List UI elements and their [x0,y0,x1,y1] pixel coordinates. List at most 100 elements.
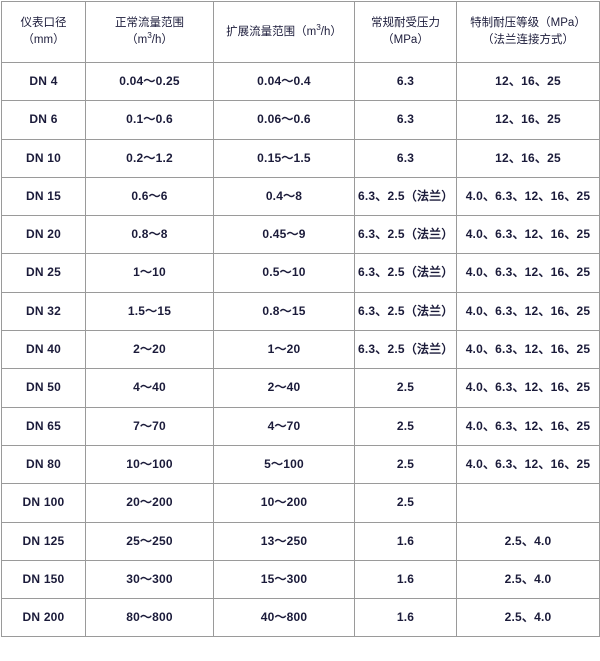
cell-meter-diameter: DN 25 [1,253,86,293]
table-row: DN 4 0.04～0.25 0.04～0.4 6.3 12、16、25 [1,61,600,102]
cell-meter-diameter: DN 150 [1,559,86,600]
cell-extended-flow-range: 4～70 [213,406,355,446]
cell-extended-flow-range: 1～20 [213,330,355,370]
table-body: DN 4 0.04～0.25 0.04～0.4 6.3 12、16、25 DN 6 0.1～… [1,61,600,638]
cell-standard-pressure: 6.3、2.5（法兰） [354,291,457,332]
cell-special-pressure-grade: 12、16、25 [456,61,600,102]
header-standard-pressure: 常规耐受压力（MPa） [354,1,457,63]
cell-special-pressure-grade: 2.5、4.0 [456,598,600,638]
cell-meter-diameter: DN 80 [1,444,86,485]
cell-standard-pressure: 6.3 [354,100,457,140]
cell-meter-diameter: DN 10 [1,138,86,178]
table-header: 仪表口径（mm） 正常流量范围（m3/h） 扩展流量范围（m3/h） 常规耐受压… [1,1,600,63]
table-row: DN 50 4～40 2～40 2.5 4.0、6.3、12、16、25 [1,368,600,408]
cell-special-pressure-grade: 4.0、6.3、12、16、25 [456,253,600,293]
normal-flow-exponent: 3 [147,31,152,41]
cell-normal-flow-range: 2～20 [85,330,214,370]
header-extended-flow-range-label: 扩展流量范围（m3/h） [217,23,351,41]
table-row: DN 15 0.6～6 0.4～8 6.3、2.5（法兰） 4.0、6.3、12、16、… [1,176,600,217]
header-normal-flow-range: 正常流量范围（m3/h） [85,1,214,63]
cell-normal-flow-range: 0.1～0.6 [85,100,214,140]
cell-meter-diameter: DN 50 [1,368,86,408]
spec-table-container: 仪表口径（mm） 正常流量范围（m3/h） 扩展流量范围（m3/h） 常规耐受压… [0,1,600,638]
cell-meter-diameter: DN 32 [1,291,86,332]
cell-extended-flow-range: 0.04～0.4 [213,61,355,102]
cell-standard-pressure: 1.6 [354,521,457,561]
cell-normal-flow-range: 4～40 [85,368,214,408]
cell-meter-diameter: DN 15 [1,176,86,217]
cell-standard-pressure: 2.5 [354,368,457,408]
cell-standard-pressure: 6.3 [354,61,457,102]
cell-special-pressure-grade: 12、16、25 [456,100,600,140]
table-row: DN 6 0.1～0.6 0.06～0.6 6.3 12、16、25 [1,100,600,140]
cell-normal-flow-range: 80～800 [85,598,214,638]
cell-extended-flow-range: 13～250 [213,521,355,561]
cell-extended-flow-range: 15～300 [213,559,355,600]
table-row: DN 40 2～20 1～20 6.3、2.5（法兰） 4.0、6.3、12、16、25 [1,330,600,370]
table-row: DN 125 25～250 13～250 1.6 2.5、4.0 [1,521,600,561]
cell-extended-flow-range: 2～40 [213,368,355,408]
cell-extended-flow-range: 0.06～0.6 [213,100,355,140]
cell-standard-pressure: 6.3、2.5（法兰） [354,253,457,293]
cell-standard-pressure: 1.6 [354,559,457,600]
cell-normal-flow-range: 10～100 [85,444,214,485]
cell-extended-flow-range: 40～800 [213,598,355,638]
footer-clipped-text [0,637,600,645]
cell-meter-diameter: DN 6 [1,100,86,140]
cell-extended-flow-range: 10～200 [213,483,355,523]
cell-normal-flow-range: 0.04～0.25 [85,61,214,102]
cell-extended-flow-range: 0.4～8 [213,176,355,217]
table-row: DN 20 0.8～8 0.45～9 6.3、2.5（法兰） 4.0、6.3、12、16… [1,215,600,255]
cell-normal-flow-range: 30～300 [85,559,214,600]
table-row: DN 25 1～10 0.5～10 6.3、2.5（法兰） 4.0、6.3、12、16、… [1,253,600,293]
cell-special-pressure-grade: 4.0、6.3、12、16、25 [456,176,600,217]
cell-standard-pressure: 6.3、2.5（法兰） [354,330,457,370]
cell-normal-flow-range: 25～250 [85,521,214,561]
table-row: DN 80 10～100 5～100 2.5 4.0、6.3、12、16、25 [1,444,600,485]
table-row: DN 200 80～800 40～800 1.6 2.5、4.0 [1,598,600,638]
cell-special-pressure-grade: 4.0、6.3、12、16、25 [456,368,600,408]
cell-meter-diameter: DN 40 [1,330,86,370]
header-special-pressure-grade: 特制耐压等级（MPa）（法兰连接方式） [456,1,600,63]
cell-normal-flow-range: 0.6～6 [85,176,214,217]
cell-standard-pressure: 2.5 [354,406,457,446]
header-normal-flow-range-label: 正常流量范围（m3/h） [89,15,210,48]
cell-normal-flow-range: 1.5～15 [85,291,214,332]
cell-special-pressure-grade: 4.0、6.3、12、16、25 [456,215,600,255]
cell-meter-diameter: DN 100 [1,483,86,523]
header-meter-diameter-label: 仪表口径（mm） [20,17,67,46]
cell-standard-pressure: 6.3、2.5（法兰） [354,215,457,255]
table-row: DN 65 7～70 4～70 2.5 4.0、6.3、12、16、25 [1,406,600,446]
table-row: DN 10 0.2～1.2 0.15～1.5 6.3 12、16、25 [1,138,600,178]
cell-extended-flow-range: 0.15～1.5 [213,138,355,178]
header-meter-diameter: 仪表口径（mm） [1,1,86,63]
meter-specification-table: 仪表口径（mm） 正常流量范围（m3/h） 扩展流量范围（m3/h） 常规耐受压… [1,1,600,638]
table-row: DN 100 20～200 10～200 2.5 [1,483,600,523]
cell-extended-flow-range: 0.8～15 [213,291,355,332]
cell-normal-flow-range: 0.8～8 [85,215,214,255]
table-row: DN 150 30～300 15～300 1.6 2.5、4.0 [1,559,600,600]
cell-meter-diameter: DN 4 [1,61,86,102]
cell-special-pressure-grade: 4.0、6.3、12、16、25 [456,291,600,332]
cell-extended-flow-range: 0.45～9 [213,215,355,255]
cell-normal-flow-range: 20～200 [85,483,214,523]
cell-meter-diameter: DN 200 [1,598,86,638]
header-standard-pressure-label: 常规耐受压力（MPa） [371,17,440,46]
cell-standard-pressure: 2.5 [354,483,457,523]
normal-flow-prefix: 正常流量范围（m [115,17,184,46]
cell-meter-diameter: DN 20 [1,215,86,255]
table-row: DN 32 1.5～15 0.8～15 6.3、2.5（法兰） 4.0、6.3、12、1… [1,291,600,332]
cell-standard-pressure: 2.5 [354,444,457,485]
cell-meter-diameter: DN 125 [1,521,86,561]
header-row: 仪表口径（mm） 正常流量范围（m3/h） 扩展流量范围（m3/h） 常规耐受压… [1,1,600,63]
cell-special-pressure-grade: 4.0、6.3、12、16、25 [456,444,600,485]
normal-flow-suffix: /h） [151,34,173,46]
cell-standard-pressure: 1.6 [354,598,457,638]
cell-normal-flow-range: 0.2～1.2 [85,138,214,178]
cell-special-pressure-grade: 4.0、6.3、12、16、25 [456,406,600,446]
cell-extended-flow-range: 0.5～10 [213,253,355,293]
cell-special-pressure-grade: 2.5、4.0 [456,559,600,600]
header-special-pressure-grade-label: 特制耐压等级（MPa）（法兰连接方式） [470,17,586,46]
cell-special-pressure-grade: 4.0、6.3、12、16、25 [456,330,600,370]
cell-extended-flow-range: 5～100 [213,444,355,485]
